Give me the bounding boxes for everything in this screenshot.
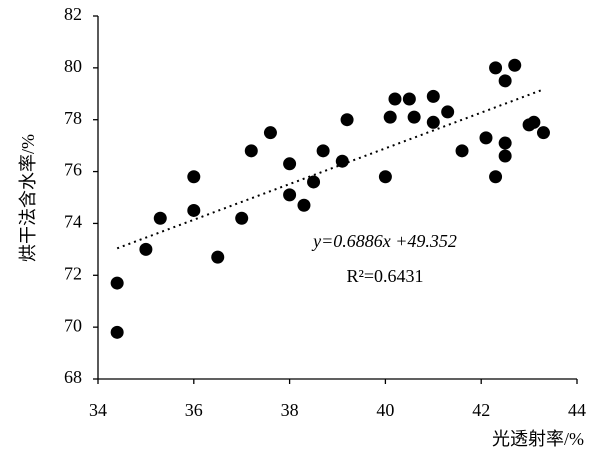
point [378,170,392,184]
y-tick-label: 68 [64,367,82,387]
point [489,170,503,184]
point [110,325,124,339]
point [527,115,541,129]
point [498,149,512,163]
trendline [116,88,544,250]
point [316,144,330,158]
x-tick-label: 36 [185,400,203,420]
point [153,211,167,225]
y-tick-label: 78 [64,108,82,128]
x-tick-label: 44 [568,400,586,420]
point [441,105,455,119]
point [407,110,421,124]
x-tick-label: 42 [472,400,490,420]
point [187,170,201,184]
point [307,175,321,189]
point [283,157,297,171]
y-tick-label: 74 [64,212,82,232]
y-axis-title: 烘干法含水率/% [18,134,38,262]
x-tick-label: 38 [281,400,299,420]
point [187,203,201,217]
point [498,74,512,88]
x-axis-title: 光透射率/% [492,429,584,449]
point [263,126,277,140]
x-tick-label: 34 [89,400,107,420]
y-tick-label: 76 [64,160,82,180]
point [498,136,512,150]
point [388,92,402,106]
point [235,211,249,225]
y-tick-label: 72 [64,263,82,283]
point [536,126,550,140]
point [489,61,503,75]
point [383,110,397,124]
point [139,242,153,256]
y-tick-label: 70 [64,315,82,335]
point [211,250,225,264]
point [340,113,354,127]
point [426,89,440,103]
point [402,92,416,106]
point [455,144,469,158]
point [244,144,258,158]
point [426,115,440,129]
y-tick-label: 82 [64,4,82,24]
point [297,198,311,212]
point [479,131,493,145]
point [508,58,522,72]
x-tick-label: 40 [376,400,394,420]
trend-equation: y=0.6886x +49.352 [311,231,457,251]
y-tick-label: 80 [64,56,82,76]
r-squared: R²=0.6431 [346,266,423,286]
point [110,276,124,290]
point [283,188,297,202]
point [335,154,349,168]
